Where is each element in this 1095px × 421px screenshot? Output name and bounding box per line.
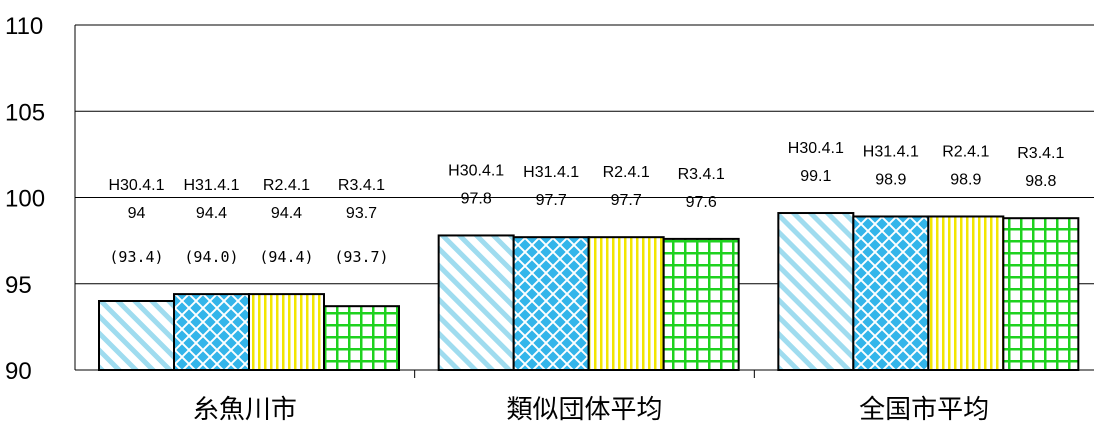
series-name-label: H31.4.1 (523, 164, 579, 181)
series-name-label: R3.4.1 (678, 166, 725, 183)
series-name-label: H30.4.1 (448, 162, 504, 179)
value-label: 94.4 (196, 205, 227, 222)
paren-value-label: (93.7) (334, 248, 388, 266)
value-label: 98.9 (950, 171, 981, 188)
bar (512, 236, 590, 371)
value-label: 94 (128, 205, 146, 222)
y-tick-label: 100 (5, 186, 45, 213)
value-label: 98.9 (875, 171, 906, 188)
value-label: 97.6 (686, 194, 717, 211)
bar (248, 293, 325, 372)
paren-value-label: (94.0) (184, 248, 238, 266)
category-label: 類似団体平均 (506, 395, 662, 421)
data-labels: H30.4.1 94 (93.4) H31.4.1 94.4 (94.0) R2.4.1 94… (108, 140, 1064, 266)
series-name-label: H30.4.1 (788, 140, 844, 157)
paren-value-label: (94.4) (259, 248, 313, 266)
bar (662, 237, 740, 371)
axes: 90 95 100 105 110 糸魚川市 類似団体平均 全国市平均 (5, 13, 1094, 421)
value-label: 98.8 (1025, 173, 1056, 190)
bar (437, 234, 515, 371)
series-name-label: R3.4.1 (338, 177, 385, 194)
y-tick-label: 90 (5, 358, 32, 385)
bar (777, 212, 855, 371)
category-label: 全国市平均 (859, 395, 989, 421)
y-tick-label: 105 (5, 99, 45, 126)
paren-value-label: (93.4) (109, 248, 163, 266)
series-name-label: H31.4.1 (863, 143, 919, 160)
category-label: 糸魚川市 (193, 395, 297, 421)
value-label: 93.7 (346, 205, 377, 222)
series-name-label: R2.4.1 (942, 143, 989, 160)
bar (98, 300, 175, 371)
value-label: 97.7 (611, 192, 642, 209)
series-name-label: R2.4.1 (263, 177, 310, 194)
bar (852, 215, 930, 371)
bar (927, 215, 1005, 371)
y-tick-label: 110 (5, 13, 43, 40)
bar (587, 236, 665, 371)
bar (173, 293, 250, 372)
bar (1002, 217, 1080, 371)
y-tick-label: 95 (5, 272, 32, 299)
series-name-label: H30.4.1 (108, 177, 164, 194)
bar (323, 305, 400, 371)
series-name-label: R2.4.1 (603, 164, 650, 181)
value-label: 99.1 (800, 168, 831, 185)
series-name-label: H31.4.1 (183, 177, 239, 194)
value-label: 94.4 (271, 205, 302, 222)
bars (98, 212, 1080, 372)
value-label: 97.7 (536, 192, 567, 209)
value-label: 97.8 (461, 190, 492, 207)
series-name-label: R3.4.1 (1017, 145, 1064, 162)
